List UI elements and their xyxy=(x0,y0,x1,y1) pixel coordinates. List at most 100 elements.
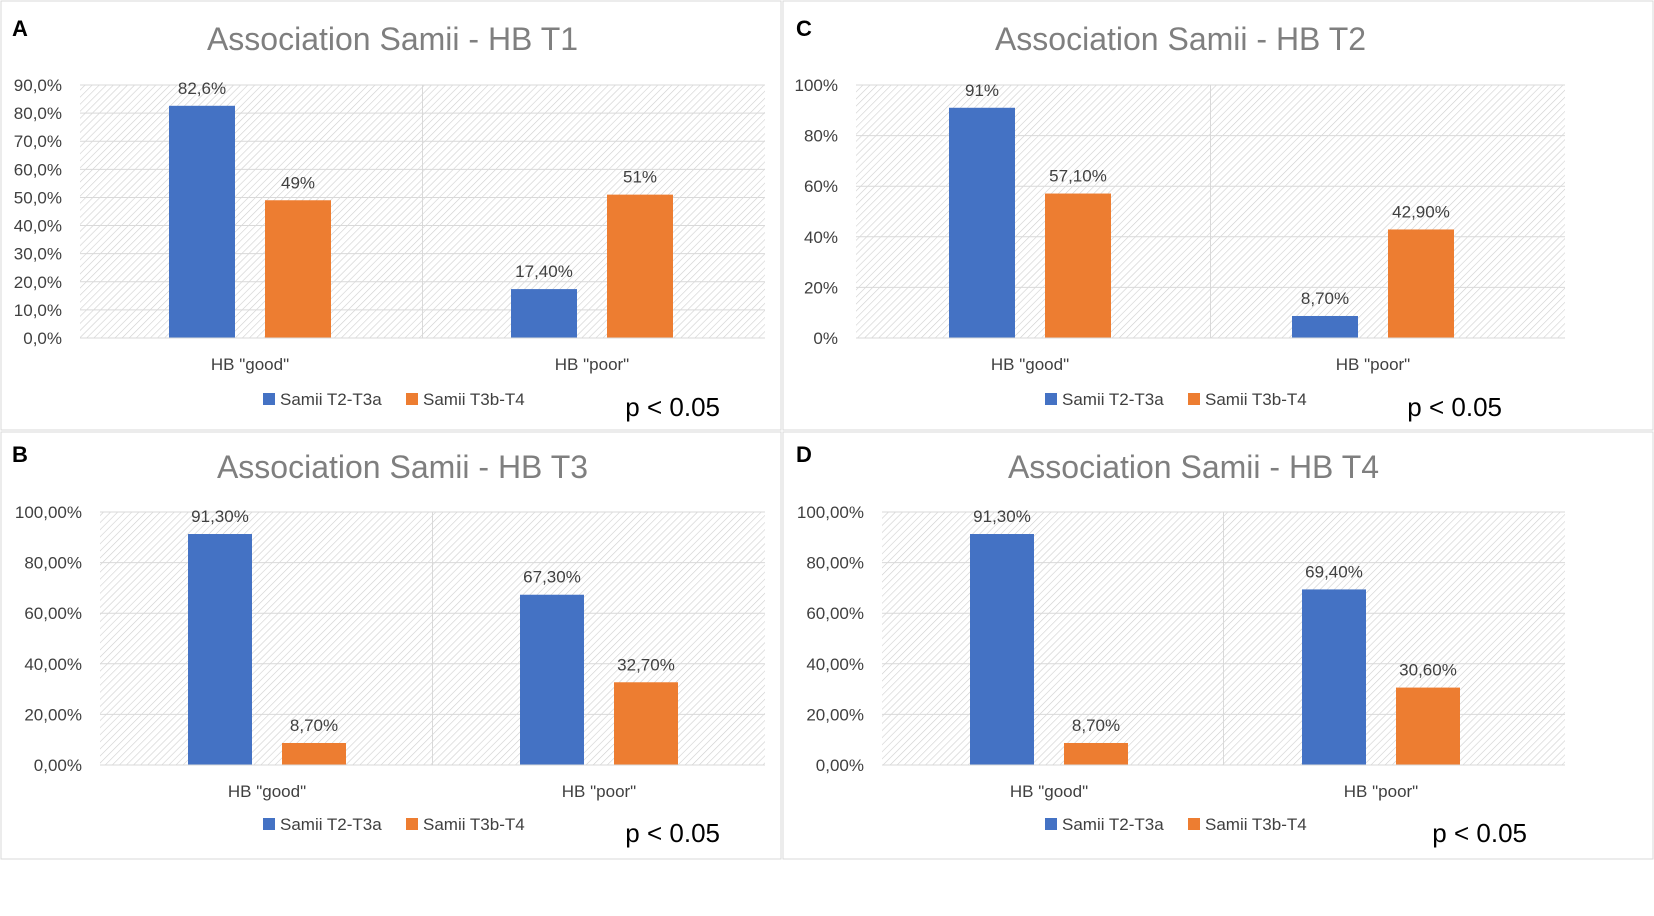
y-tick-label: 20,0% xyxy=(14,273,62,292)
panel-letter: D xyxy=(796,442,812,467)
y-tick-label: 0% xyxy=(813,329,838,348)
data-label: 17,40% xyxy=(515,262,573,281)
bar-samii-t3b-t4-poor xyxy=(614,682,678,765)
bar-samii-t3b-t4-good xyxy=(1064,742,1128,765)
chart-title: Association Samii - HB T1 xyxy=(207,21,578,57)
legend-swatch-samii-t3b-t4 xyxy=(406,818,418,830)
chart-panel-b: B Association Samii - HB T3 0,00% 20,00% 40,… xyxy=(0,431,782,860)
legend-label: Samii T2-T3a xyxy=(280,815,382,834)
y-tick-label: 100,00% xyxy=(15,503,82,522)
p-value-annotation: p < 0.05 xyxy=(1432,818,1527,848)
x-tick-label: HB "good" xyxy=(211,355,289,374)
data-label: 67,30% xyxy=(523,568,581,587)
y-tick-label: 60,0% xyxy=(14,160,62,179)
y-tick-label: 60,00% xyxy=(806,604,864,623)
legend: Samii T2-T3a Samii T3b-T4 xyxy=(1045,390,1307,409)
bar-samii-t2-t3a-poor xyxy=(1292,315,1358,338)
legend: Samii T2-T3a Samii T3b-T4 xyxy=(263,390,525,409)
data-label: 32,70% xyxy=(617,655,675,674)
p-value-annotation: p < 0.05 xyxy=(625,818,720,848)
y-tick-label: 10,0% xyxy=(14,301,62,320)
legend-swatch-samii-t3b-t4 xyxy=(1188,818,1200,830)
y-tick-label: 60,00% xyxy=(24,604,82,623)
bar-samii-t2-t3a-good xyxy=(169,105,235,339)
data-label: 57,10% xyxy=(1049,167,1107,186)
bar-samii-t3b-t4-poor xyxy=(1388,229,1454,338)
bar-samii-t3b-t4-good xyxy=(265,200,331,338)
y-tick-label: 80,00% xyxy=(24,554,82,573)
legend-label: Samii T3b-T4 xyxy=(423,815,525,834)
data-label: 82,6% xyxy=(178,79,226,98)
x-tick-label: HB "poor" xyxy=(555,355,629,374)
y-tick-label: 100,00% xyxy=(797,503,864,522)
data-label: 30,60% xyxy=(1399,661,1457,680)
data-label: 8,70% xyxy=(290,716,338,735)
bar-samii-t3b-t4-good xyxy=(282,742,346,765)
y-tick-label: 100% xyxy=(795,76,838,95)
data-label: 8,70% xyxy=(1072,716,1120,735)
y-tick-label: 80% xyxy=(804,127,838,146)
bar-samii-t2-t3a-good xyxy=(970,534,1034,765)
y-tick-label: 20,00% xyxy=(24,705,82,724)
bar-samii-t2-t3a-poor xyxy=(520,594,584,765)
legend-swatch-samii-t2-t3a xyxy=(1045,818,1057,830)
legend-label: Samii T3b-T4 xyxy=(1205,390,1307,409)
x-tick-label: HB "poor" xyxy=(1336,355,1410,374)
bar-samii-t2-t3a-poor xyxy=(1302,589,1366,765)
data-label: 91% xyxy=(965,81,999,100)
legend-label: Samii T3b-T4 xyxy=(1205,815,1307,834)
chart-panel-c: C Association Samii - HB T2 0% 20% 40% 60% 80%… xyxy=(782,0,1654,431)
legend-label: Samii T2-T3a xyxy=(280,390,382,409)
bar-samii-t2-t3a-poor xyxy=(511,289,577,338)
y-tick-label: 20% xyxy=(804,278,838,297)
data-label: 49% xyxy=(281,173,315,192)
panel-letter: B xyxy=(12,442,28,467)
y-tick-label: 0,00% xyxy=(34,756,82,775)
legend: Samii T2-T3a Samii T3b-T4 xyxy=(263,815,525,834)
y-tick-label: 40,00% xyxy=(24,655,82,674)
panel-letter: A xyxy=(12,16,28,41)
y-tick-label: 90,0% xyxy=(14,76,62,95)
x-tick-label: HB "good" xyxy=(228,782,306,801)
y-tick-label: 0,00% xyxy=(816,756,864,775)
chart-title: Association Samii - HB T3 xyxy=(217,449,588,485)
legend-label: Samii T2-T3a xyxy=(1062,815,1164,834)
y-tick-label: 70,0% xyxy=(14,132,62,151)
legend-swatch-samii-t2-t3a xyxy=(1045,393,1057,405)
panel-letter: C xyxy=(796,16,812,41)
x-tick-label: HB "good" xyxy=(1010,782,1088,801)
y-tick-label: 20,00% xyxy=(806,705,864,724)
data-label: 69,40% xyxy=(1305,562,1363,581)
chart-panel-d: D Association Samii - HB T4 0,00% 20,00% 40,… xyxy=(782,431,1654,860)
y-tick-label: 40,0% xyxy=(14,217,62,236)
legend-swatch-samii-t3b-t4 xyxy=(1188,393,1200,405)
legend-swatch-samii-t3b-t4 xyxy=(406,393,418,405)
bar-samii-t3b-t4-poor xyxy=(1396,687,1460,765)
y-tick-label: 30,0% xyxy=(14,245,62,264)
y-tick-label: 80,0% xyxy=(14,104,62,123)
p-value-annotation: p < 0.05 xyxy=(1407,392,1502,422)
p-value-annotation: p < 0.05 xyxy=(625,392,720,422)
bar-samii-t3b-t4-good xyxy=(1045,193,1111,338)
bar-samii-t3b-t4-poor xyxy=(607,194,673,338)
y-tick-label: 0,0% xyxy=(23,329,62,348)
y-tick-label: 80,00% xyxy=(806,554,864,573)
chart-title: Association Samii - HB T2 xyxy=(995,21,1366,57)
legend-label: Samii T3b-T4 xyxy=(423,390,525,409)
bar-samii-t2-t3a-good xyxy=(949,107,1015,339)
x-tick-label: HB "good" xyxy=(991,355,1069,374)
y-tick-label: 60% xyxy=(804,177,838,196)
legend-label: Samii T2-T3a xyxy=(1062,390,1164,409)
x-tick-label: HB "poor" xyxy=(1344,782,1418,801)
data-label: 91,30% xyxy=(191,507,249,526)
data-label: 51% xyxy=(623,168,657,187)
data-label: 42,90% xyxy=(1392,202,1450,221)
x-tick-label: HB "poor" xyxy=(562,782,636,801)
data-label: 91,30% xyxy=(973,507,1031,526)
y-tick-label: 40% xyxy=(804,228,838,247)
legend-swatch-samii-t2-t3a xyxy=(263,818,275,830)
legend: Samii T2-T3a Samii T3b-T4 xyxy=(1045,815,1307,834)
y-tick-label: 50,0% xyxy=(14,188,62,207)
